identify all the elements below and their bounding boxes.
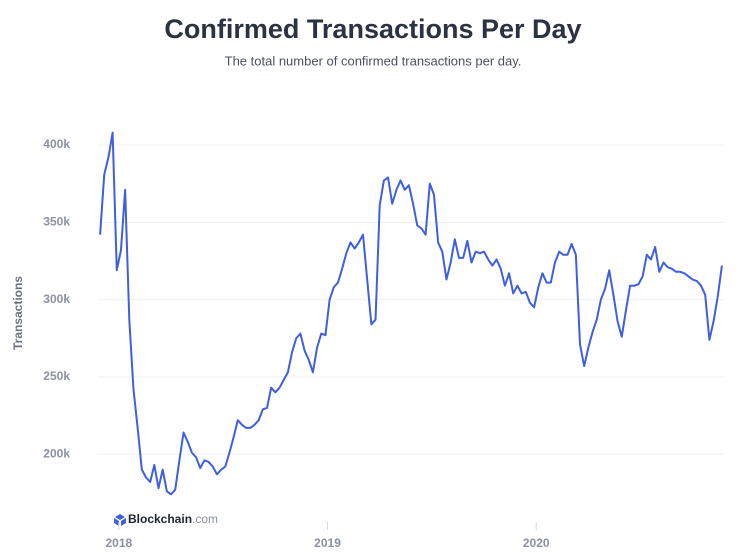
- chart-title: Confirmed Transactions Per Day: [164, 14, 581, 44]
- chart-subtitle: The total number of confirmed transactio…: [225, 53, 522, 68]
- logo-text: Blockchain.com: [128, 512, 218, 526]
- y-tick-label: 400k: [43, 137, 70, 151]
- y-tick-label: 200k: [43, 446, 70, 460]
- logo-icon: [114, 514, 126, 526]
- y-tick-label: 300k: [43, 292, 70, 306]
- data-line: [99, 131, 723, 496]
- x-tick-label: 2018: [106, 536, 133, 550]
- x-tick-label: 2019: [314, 536, 341, 550]
- logo: Blockchain.com: [114, 512, 218, 526]
- y-tick-label: 250k: [43, 369, 70, 383]
- x-tick-label: 2020: [523, 536, 550, 550]
- logo-suffix: .com: [192, 512, 218, 526]
- logo-brand: Blockchain: [128, 512, 192, 526]
- y-axis-label: Transactions: [11, 276, 25, 350]
- y-tick-label: 350k: [43, 214, 70, 228]
